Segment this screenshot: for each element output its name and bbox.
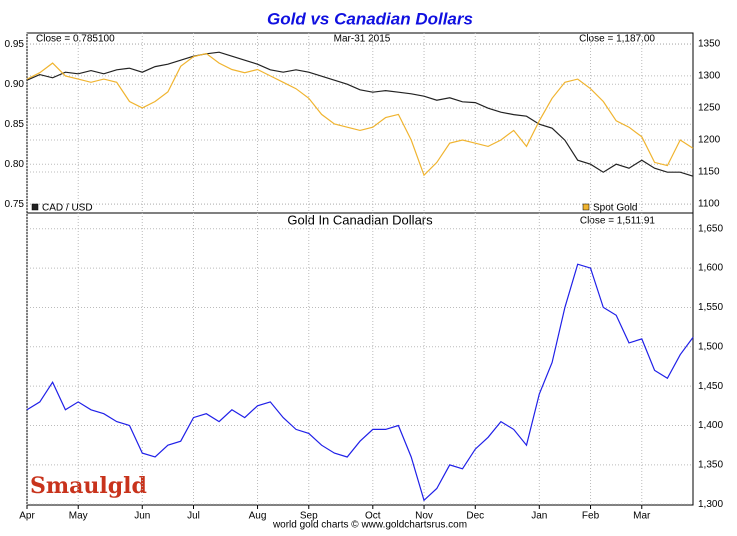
legend-label: CAD / USD	[42, 203, 93, 214]
y2-tick-label: 1150	[698, 167, 720, 178]
x-tick-label: Oct	[365, 511, 381, 522]
chart-title: Gold vs Canadian Dollars	[267, 9, 473, 28]
y2-tick-label: 1300	[698, 71, 721, 82]
x-tick-label: May	[69, 511, 88, 522]
y-tick-label: 0.85	[5, 119, 25, 130]
x-tick-label: Nov	[415, 511, 433, 522]
y2-tick-label: 1250	[698, 103, 721, 114]
series-line	[26, 263, 694, 502]
legend-swatch	[31, 203, 39, 211]
x-tick-label: Dec	[466, 511, 484, 522]
series-line	[26, 51, 694, 177]
series-line	[26, 52, 694, 177]
annotation: Close = 1,511.91	[580, 216, 656, 227]
x-tick-label: Jul	[187, 511, 200, 522]
x-tick-label: Mar	[633, 511, 651, 522]
y2-tick-label: 1,300	[698, 499, 723, 510]
y2-tick-label: 1,350	[698, 460, 723, 471]
legend-swatch	[582, 203, 590, 211]
annotation: Mar-31 2015	[334, 34, 391, 45]
annotation: Close = 0.785100	[36, 34, 115, 45]
y-tick-label: 0.90	[5, 79, 25, 90]
y2-tick-label: 1350	[698, 39, 721, 50]
bottom-panel	[26, 212, 694, 506]
y2-tick-label: 1200	[698, 135, 721, 146]
legend-label: Spot Gold	[593, 203, 637, 214]
footer: world gold charts © www.goldchartsrus.co…	[272, 520, 467, 531]
y2-tick-label: 1,550	[698, 302, 723, 313]
y2-tick-label: 1,400	[698, 420, 723, 431]
y2-tick-label: 1100	[698, 199, 720, 210]
panel-title: Gold In Canadian Dollars	[287, 212, 433, 227]
x-tick-label: Jun	[134, 511, 150, 522]
y2-tick-label: 1,500	[698, 341, 723, 352]
x-tick-label: Aug	[249, 511, 267, 522]
top-panel	[26, 32, 694, 214]
y-tick-label: 0.80	[5, 159, 25, 170]
annotation: Close = 1,187.00	[579, 34, 655, 45]
x-tick-label: Sep	[300, 511, 318, 522]
x-tick-label: Jan	[531, 511, 547, 522]
y2-tick-label: 1,600	[698, 263, 723, 274]
y-tick-label: 0.95	[5, 39, 25, 50]
x-tick-label: Apr	[19, 511, 35, 522]
logo: Smaulgld	[30, 473, 147, 499]
y2-tick-label: 1,450	[698, 381, 723, 392]
y-tick-label: 0.75	[5, 199, 25, 210]
x-tick-label: Feb	[582, 511, 600, 522]
y2-tick-label: 1,650	[698, 223, 723, 234]
